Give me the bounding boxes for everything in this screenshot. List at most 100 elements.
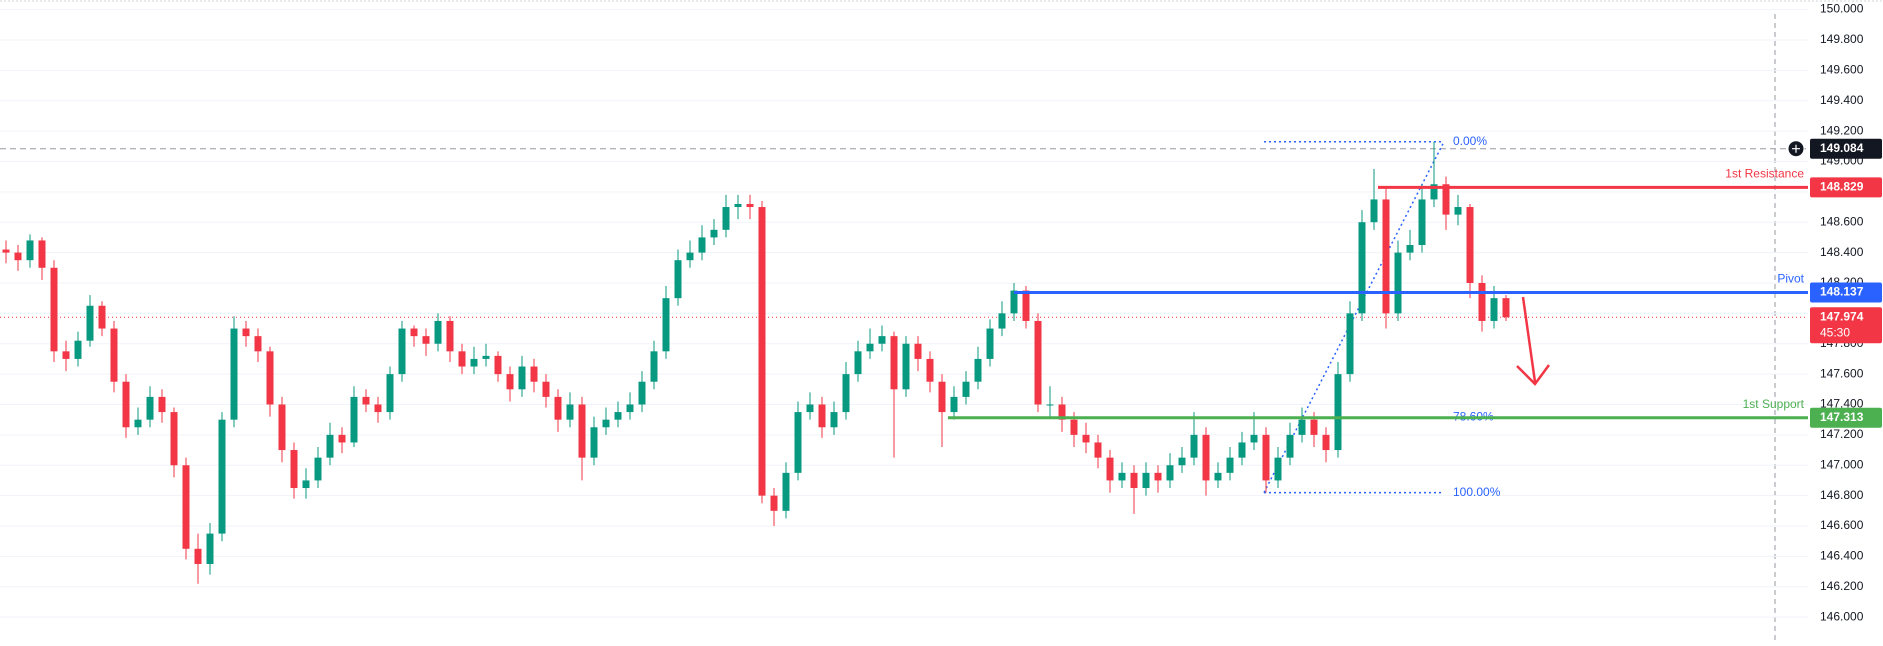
candle-body bbox=[194, 548, 202, 564]
y-tick-label: 146.800 bbox=[1820, 488, 1864, 502]
candle-body bbox=[242, 328, 250, 337]
level-value: 148.829 bbox=[1820, 180, 1864, 194]
candle-body bbox=[602, 419, 610, 428]
candle-body bbox=[1322, 434, 1330, 451]
candle-body bbox=[542, 381, 550, 397]
candle-body bbox=[1430, 184, 1438, 200]
candle-body bbox=[1406, 245, 1414, 253]
candle-body bbox=[422, 336, 430, 344]
candle-body bbox=[494, 355, 502, 375]
candle-body bbox=[1082, 434, 1090, 443]
price-axis: 146.000 146.200 146.400 146.600 146.800 147.0… bbox=[1787, 2, 1882, 623]
candle-body bbox=[362, 396, 370, 405]
y-tick-label: 150.000 bbox=[1820, 2, 1864, 16]
candle-body bbox=[230, 328, 238, 420]
candle-body bbox=[170, 412, 178, 466]
candle-body bbox=[1466, 207, 1474, 283]
candle-body bbox=[38, 240, 46, 268]
candle-body bbox=[722, 207, 730, 230]
candle-body bbox=[1142, 472, 1150, 489]
level-name: 1st Resistance bbox=[1725, 167, 1804, 181]
candle-body bbox=[674, 260, 682, 299]
candle-body bbox=[1490, 298, 1498, 321]
candle-body bbox=[50, 267, 58, 352]
candle-body bbox=[1298, 419, 1306, 435]
level-name: Pivot bbox=[1777, 272, 1804, 286]
y-tick-label: 146.600 bbox=[1820, 518, 1864, 532]
candle-body bbox=[650, 351, 658, 382]
level-value: 148.137 bbox=[1820, 285, 1864, 299]
candle-body bbox=[842, 374, 850, 413]
candle-body bbox=[710, 229, 718, 238]
candle-body bbox=[62, 351, 70, 359]
y-tick-label: 147.200 bbox=[1820, 427, 1864, 441]
candle-body bbox=[410, 328, 418, 337]
candle-body bbox=[1118, 472, 1126, 481]
fib-label: 100.00% bbox=[1453, 485, 1501, 499]
candle-body bbox=[554, 396, 562, 420]
candle-body bbox=[158, 396, 166, 413]
candle-body bbox=[794, 412, 802, 473]
candle-body bbox=[254, 336, 262, 352]
candle-body bbox=[614, 412, 622, 420]
candle-body bbox=[1370, 199, 1378, 223]
candle-body bbox=[1166, 465, 1174, 481]
candle-body bbox=[1454, 207, 1462, 215]
levels: 1st Resistance Pivot 1st Support bbox=[948, 167, 1808, 420]
candle-body bbox=[578, 404, 586, 458]
candle-body bbox=[434, 320, 442, 344]
candle-body bbox=[938, 381, 946, 413]
candle-body bbox=[518, 366, 526, 390]
candle-body bbox=[830, 412, 838, 428]
level-box bbox=[1810, 177, 1882, 198]
candle-body bbox=[1154, 472, 1162, 481]
candle-body bbox=[326, 434, 334, 458]
candle-body bbox=[818, 404, 826, 428]
candle-body bbox=[1262, 434, 1270, 481]
candle-body bbox=[134, 419, 142, 428]
candle-body bbox=[878, 336, 886, 344]
candle-body bbox=[914, 343, 922, 359]
candle-body bbox=[482, 355, 490, 359]
candle-body bbox=[1442, 184, 1450, 215]
candle-body bbox=[182, 465, 190, 549]
candle-body bbox=[698, 237, 706, 253]
candle-body bbox=[566, 404, 574, 420]
level-box bbox=[1810, 282, 1882, 303]
y-tick-label: 147.600 bbox=[1820, 366, 1864, 380]
crosshair-box bbox=[1810, 138, 1882, 159]
candle-body bbox=[290, 450, 298, 489]
candle-body bbox=[278, 404, 286, 451]
candle-body bbox=[758, 207, 766, 496]
candle-body bbox=[1358, 222, 1366, 314]
candle-body bbox=[626, 404, 634, 413]
y-tick-label: 149.600 bbox=[1820, 62, 1864, 76]
candle-body bbox=[986, 328, 994, 359]
candle-body bbox=[1226, 457, 1234, 473]
candle-body bbox=[1094, 442, 1102, 458]
candle-body bbox=[206, 533, 214, 564]
candle-body bbox=[1310, 419, 1318, 435]
candle-body bbox=[386, 374, 394, 413]
level-box bbox=[1810, 407, 1882, 428]
candle-body bbox=[530, 366, 538, 382]
candle-body bbox=[314, 457, 322, 481]
candle-body bbox=[506, 374, 514, 390]
candle-body bbox=[950, 396, 958, 413]
candle-body bbox=[1190, 434, 1198, 458]
crosshair-plus-sign bbox=[1792, 144, 1800, 153]
candle-body bbox=[638, 381, 646, 405]
projection-arrow bbox=[1516, 296, 1551, 386]
candle-body bbox=[962, 381, 970, 397]
fib-trend bbox=[1263, 141, 1445, 493]
candle-body bbox=[1106, 457, 1114, 481]
candle-body bbox=[866, 343, 874, 352]
candle-body bbox=[902, 343, 910, 390]
candle-body bbox=[1286, 434, 1294, 458]
level-value: 147.313 bbox=[1820, 410, 1864, 424]
candle-body bbox=[770, 495, 778, 511]
candle-body bbox=[446, 320, 454, 352]
arrow-shaft bbox=[1521, 296, 1537, 383]
crosshair-label: 149.084 bbox=[1820, 141, 1864, 155]
candle-body bbox=[1130, 472, 1138, 489]
